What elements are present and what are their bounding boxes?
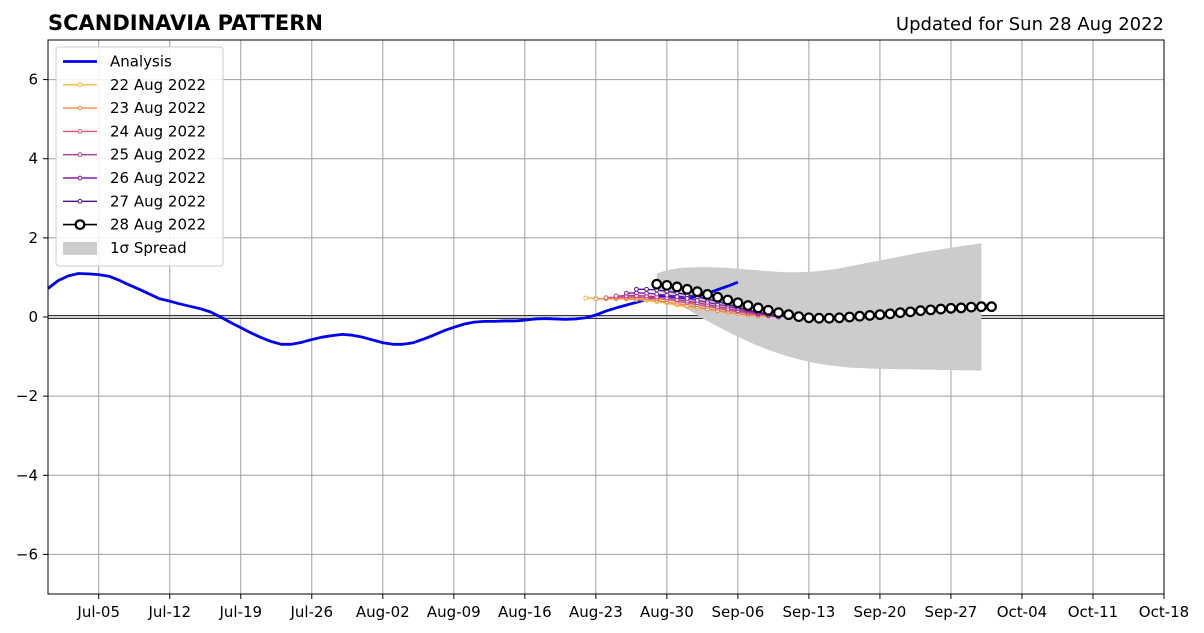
legend-label: 27 Aug 2022 <box>110 192 206 210</box>
legend-label: 23 Aug 2022 <box>110 99 206 117</box>
y-tick-label: −4 <box>16 466 38 484</box>
x-tick-label: Jul-12 <box>147 603 191 621</box>
legend-marker <box>77 105 83 111</box>
forecast-point <box>613 293 619 299</box>
latest-forecast-point <box>915 305 926 317</box>
forecast-point <box>634 286 639 292</box>
latest-forecast-point <box>955 302 967 314</box>
latest-forecast-point <box>904 306 916 318</box>
latest-forecast-point <box>712 291 723 303</box>
latest-forecast-point <box>691 286 703 298</box>
latest-forecast-point <box>813 312 825 324</box>
x-tick-label: Jul-26 <box>289 603 333 621</box>
latest-forecast-point <box>732 297 744 309</box>
x-tick-label: Aug-30 <box>640 603 694 621</box>
latest-forecast-point <box>823 312 835 324</box>
latest-forecast-point <box>925 304 937 316</box>
forecast-point <box>593 296 599 302</box>
legend-label: 26 Aug 2022 <box>110 169 206 187</box>
latest-forecast-point <box>722 294 734 306</box>
latest-forecast-point <box>884 308 896 320</box>
latest-forecast-point <box>803 312 815 324</box>
x-tick-label: Oct-18 <box>1139 603 1189 621</box>
latest-forecast-point <box>651 278 663 290</box>
latest-forecast-point <box>864 310 876 321</box>
legend-marker <box>77 198 83 204</box>
legend-label: 22 Aug 2022 <box>110 76 206 94</box>
updated-label: Updated for Sun 28 Aug 2022 <box>896 14 1164 35</box>
legend-marker <box>77 152 83 158</box>
latest-forecast-point <box>894 307 906 319</box>
forecast-point <box>654 291 660 297</box>
latest-forecast-point <box>945 302 957 314</box>
forecast-line <box>636 288 789 318</box>
latest-forecast-point <box>833 312 845 324</box>
chart-title: SCANDINAVIA PATTERN <box>48 11 323 35</box>
legend-swatch <box>63 241 97 255</box>
y-tick-label: −6 <box>16 545 38 563</box>
latest-forecast-point <box>986 301 997 313</box>
forecast-point <box>664 292 670 298</box>
latest-forecast-point <box>762 304 774 316</box>
x-tick-label: Oct-11 <box>1068 603 1118 621</box>
legend-label: 1σ Spread <box>110 239 187 257</box>
forecast-point <box>644 290 649 296</box>
analysis-line <box>47 272 739 346</box>
x-tick-label: Aug-16 <box>498 603 552 621</box>
legend-marker <box>77 82 83 88</box>
legend-marker <box>77 175 83 181</box>
latest-forecast-point <box>702 289 713 300</box>
forecast-line <box>626 292 779 318</box>
x-tick-label: Sep-20 <box>854 603 907 621</box>
x-tick-label: Aug-09 <box>427 603 481 621</box>
x-tick-label: Sep-06 <box>712 603 765 621</box>
latest-forecast-point <box>965 301 977 313</box>
x-tick-label: Sep-13 <box>783 603 836 621</box>
legend-marker <box>74 219 86 231</box>
y-tick-label: 2 <box>28 229 38 247</box>
forecast-point <box>644 286 649 292</box>
x-tick-label: Aug-02 <box>356 603 410 621</box>
legend-label: 24 Aug 2022 <box>110 122 206 140</box>
forecast-point <box>623 290 629 296</box>
x-tick-label: Oct-04 <box>997 603 1047 621</box>
latest-forecast-point <box>681 283 693 295</box>
latest-forecast-point <box>742 300 754 311</box>
latest-forecast-point <box>783 309 795 321</box>
x-tick-label: Aug-23 <box>569 603 623 621</box>
legend-label: 28 Aug 2022 <box>110 216 206 234</box>
y-tick-label: 4 <box>28 150 38 168</box>
x-tick-label: Jul-05 <box>76 603 120 621</box>
latest-forecast-point <box>752 302 764 314</box>
latest-forecast-point <box>671 281 683 293</box>
legend-marker <box>77 129 83 134</box>
plot-area: Jul-05 Jul-12 Jul-19 Jul-26 Aug-02 Aug-09 Aug-… <box>16 39 1189 621</box>
latest-forecast-point <box>975 301 987 313</box>
forecast-point <box>674 294 680 300</box>
latest-forecast-point <box>854 310 866 322</box>
latest-forecast-point <box>773 307 784 319</box>
legend-label: 25 Aug 2022 <box>110 146 206 164</box>
latest-forecast-point <box>844 311 855 323</box>
x-tick-label: Jul-19 <box>218 603 262 621</box>
forecast-point <box>583 295 589 301</box>
latest-forecast-point <box>874 309 886 321</box>
legend: Analysis 22 Aug 2022 23 Aug 2022 24 Aug 202… <box>55 46 224 267</box>
x-tick-label: Sep-27 <box>925 603 978 621</box>
forecast-line <box>605 296 759 316</box>
latest-forecast-point <box>935 303 947 315</box>
legend-box <box>55 46 224 267</box>
spread-band <box>656 243 982 371</box>
legend-label: Analysis <box>110 53 172 71</box>
y-tick-label: −2 <box>16 387 38 405</box>
forecast-point <box>603 295 609 301</box>
latest-forecast-point <box>661 279 673 291</box>
y-tick-label: 6 <box>28 71 38 89</box>
y-tick-label: 0 <box>28 308 38 326</box>
latest-forecast-point <box>793 311 805 323</box>
